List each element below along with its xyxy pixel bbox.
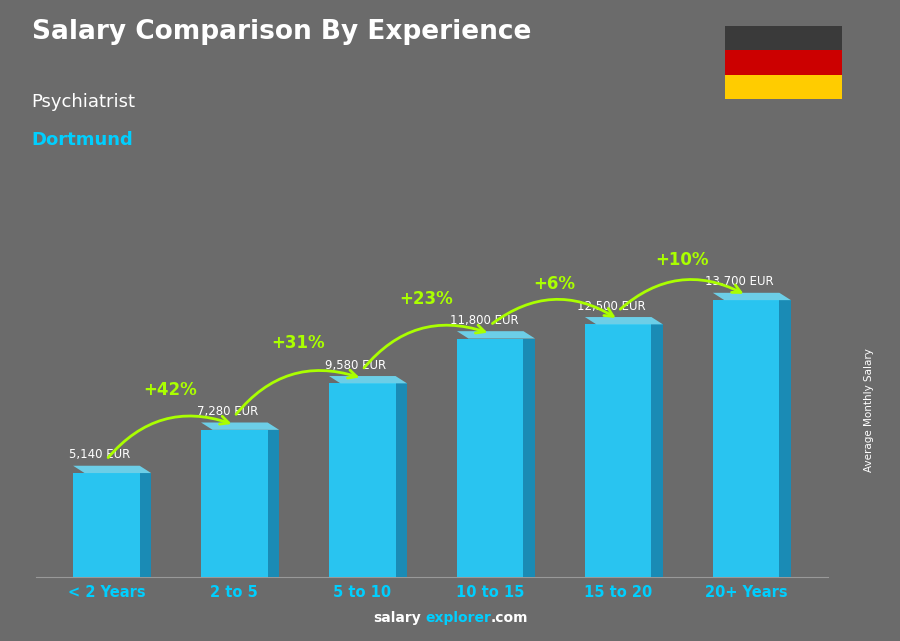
Polygon shape	[713, 293, 791, 300]
Text: Salary Comparison By Experience: Salary Comparison By Experience	[32, 19, 531, 46]
Text: +23%: +23%	[400, 290, 453, 308]
Text: .com: .com	[491, 611, 528, 625]
Polygon shape	[73, 466, 151, 473]
Polygon shape	[329, 383, 395, 577]
Text: Dortmund: Dortmund	[32, 131, 133, 149]
Polygon shape	[652, 324, 663, 577]
Polygon shape	[779, 300, 791, 577]
Polygon shape	[329, 376, 407, 383]
Polygon shape	[524, 338, 535, 577]
Text: Psychiatrist: Psychiatrist	[32, 93, 136, 111]
Text: 9,580 EUR: 9,580 EUR	[325, 359, 386, 372]
Text: 11,800 EUR: 11,800 EUR	[449, 314, 518, 327]
Polygon shape	[713, 300, 779, 577]
Text: +10%: +10%	[655, 251, 709, 269]
Polygon shape	[457, 338, 524, 577]
Polygon shape	[585, 324, 652, 577]
Text: 7,280 EUR: 7,280 EUR	[197, 405, 258, 418]
Text: salary: salary	[374, 611, 421, 625]
Bar	[724, 75, 842, 99]
Polygon shape	[585, 317, 663, 324]
Text: +42%: +42%	[143, 381, 197, 399]
Text: +31%: +31%	[272, 335, 325, 353]
Bar	[724, 50, 842, 75]
Text: explorer: explorer	[426, 611, 491, 625]
Polygon shape	[140, 473, 151, 577]
Text: 13,700 EUR: 13,700 EUR	[706, 276, 774, 288]
Bar	[724, 26, 842, 50]
Polygon shape	[395, 383, 407, 577]
Text: +6%: +6%	[533, 276, 575, 294]
Polygon shape	[73, 473, 140, 577]
Polygon shape	[201, 422, 279, 430]
Text: Average Monthly Salary: Average Monthly Salary	[863, 348, 874, 472]
Polygon shape	[201, 430, 267, 577]
Polygon shape	[267, 430, 279, 577]
Polygon shape	[457, 331, 535, 338]
Text: 12,500 EUR: 12,500 EUR	[578, 300, 646, 313]
Text: 5,140 EUR: 5,140 EUR	[69, 449, 130, 462]
